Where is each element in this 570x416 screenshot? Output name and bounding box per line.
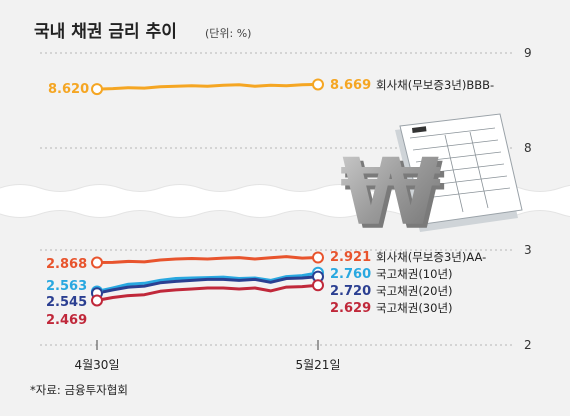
start-label-20y: 2.545 xyxy=(46,295,87,310)
series-line-bbb xyxy=(96,82,319,91)
end-label-aa: 2.921 xyxy=(330,250,371,265)
end-label-30y: 2.629 xyxy=(330,301,371,316)
series-marker-bbb-start xyxy=(91,83,103,96)
chart-unit: (단위: %) xyxy=(205,27,251,40)
svg-text:₩: ₩ xyxy=(344,143,445,250)
y-tick-8: 8 xyxy=(524,141,532,155)
series-line-20y xyxy=(96,275,319,295)
series-names: 회사채(무보증3년)BBB- 회사채(무보증3년)AA- 국고채권(10년) 국… xyxy=(376,78,494,315)
series-markers xyxy=(91,78,324,307)
series-name-10y: 국고채권(10년) xyxy=(376,267,453,281)
end-label-bbb: 8.669 xyxy=(330,78,371,93)
start-label-aa: 2.868 xyxy=(46,257,87,272)
series-marker-30y-end xyxy=(312,279,324,292)
chart-title: 국내 채권 금리 추이 xyxy=(34,22,177,42)
document-illustration xyxy=(395,113,523,232)
start-labels: 8.620 2.868 2.563 2.545 2.469 xyxy=(46,82,89,328)
series-name-30y: 국고채권(30년) xyxy=(376,301,453,315)
series-lines xyxy=(96,82,319,302)
x-axis: 4월30일 5월21일 xyxy=(75,340,341,372)
end-label-10y: 2.760 xyxy=(330,267,371,282)
start-label-bbb: 8.620 xyxy=(48,82,89,97)
series-line-aa xyxy=(96,255,319,264)
start-label-30y: 2.469 xyxy=(46,313,87,328)
y-tick-3: 3 xyxy=(524,243,532,257)
series-marker-bbb-end xyxy=(312,78,324,91)
x-tick-start: 4월30일 xyxy=(75,358,120,372)
series-line-10y xyxy=(96,271,319,293)
x-tick-end: 5월21일 xyxy=(296,358,341,372)
source-note: *자료: 금융투자협회 xyxy=(30,383,128,397)
series-line-30y xyxy=(96,283,319,302)
series-marker-30y-start xyxy=(91,294,103,307)
y-tick-9: 9 xyxy=(524,46,532,60)
svg-text:₩: ₩ xyxy=(340,139,441,246)
series-marker-aa-start xyxy=(91,256,103,269)
series-name-bbb: 회사채(무보증3년)BBB- xyxy=(376,78,494,92)
end-label-20y: 2.720 xyxy=(330,284,371,299)
y-tick-2: 2 xyxy=(524,338,532,352)
end-labels: 8.669 2.921 2.760 2.720 2.629 xyxy=(330,78,371,316)
won-coin-icon: ₩ ₩ xyxy=(340,139,445,250)
start-label-10y: 2.563 xyxy=(46,279,87,294)
series-name-20y: 국고채권(20년) xyxy=(376,284,453,298)
series-marker-aa-end xyxy=(312,251,324,264)
series-name-aa: 회사채(무보증3년)AA- xyxy=(376,250,486,264)
